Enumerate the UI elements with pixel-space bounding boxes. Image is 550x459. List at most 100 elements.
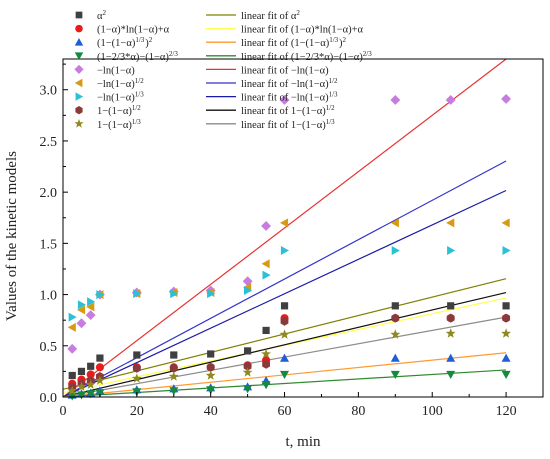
data-point-s2-12 xyxy=(501,353,511,362)
legend-fit-label-7: linear fit of 1−(1−α)1/2 xyxy=(241,104,336,117)
legend-label-7: 1−(1−α)1/2 xyxy=(97,104,142,117)
data-point-s0-5 xyxy=(170,351,178,359)
data-point-s8-9 xyxy=(279,329,290,339)
fit-line-4 xyxy=(63,59,507,397)
legend-fit-label-1: linear fit of (1−α)*ln(1−α)+α xyxy=(241,25,364,36)
legend-marker-7 xyxy=(75,106,83,115)
data-point-s3-9 xyxy=(280,370,289,379)
data-point-s0-8 xyxy=(262,326,270,335)
data-point-s6-6 xyxy=(207,289,216,299)
data-point-s7-6 xyxy=(206,362,215,372)
legend-label-0: α2 xyxy=(97,9,107,22)
data-point-s4-11 xyxy=(445,95,456,105)
legend-label-2: (1−(1−α)1/3 )2 xyxy=(97,36,153,49)
data-point-s4-2 xyxy=(85,310,96,320)
data-point-s4-1 xyxy=(76,318,87,329)
y-tick-label: 0.0 xyxy=(40,391,58,406)
x-tick-label: 20 xyxy=(130,404,144,419)
data-point-s5-12 xyxy=(501,218,510,228)
data-point-s0-2 xyxy=(87,362,95,370)
data-point-s2-9 xyxy=(280,353,289,362)
data-point-s5-8 xyxy=(261,259,270,269)
data-point-s6-1 xyxy=(77,300,86,310)
data-point-s5-0 xyxy=(67,322,76,332)
x-tick-label: 0 xyxy=(60,404,67,419)
data-point-s6-3 xyxy=(96,290,105,300)
legend: α2 linear fit of α2 (1−α)*ln(1−α)+α linea… xyxy=(74,9,372,131)
plot-area-frame xyxy=(62,58,544,398)
data-point-s8-4 xyxy=(131,373,142,383)
data-point-s7-9 xyxy=(280,316,289,326)
data-point-s0-12 xyxy=(502,302,510,310)
data-point-s3-7 xyxy=(243,385,253,394)
y-tick-label: 1.5 xyxy=(40,237,58,252)
legend-fit-label-4: linear fit of −ln(1−α) xyxy=(241,65,329,76)
data-point-s5-9 xyxy=(280,218,289,228)
data-point-s1-2 xyxy=(86,370,95,379)
legend-label-8: 1−(1−α)1/3 xyxy=(97,118,142,131)
legend-fit-label-8: linear fit of 1−(1−α)1/3 xyxy=(241,118,336,131)
x-tick-label: 60 xyxy=(278,404,292,419)
data-point-s8-11 xyxy=(445,328,456,338)
data-point-s8-12 xyxy=(501,328,511,338)
data-point-s8-6 xyxy=(205,370,216,380)
legend-label-1: (1−α)*ln(1−α)+α xyxy=(97,25,170,36)
data-point-s8-10 xyxy=(390,329,401,339)
data-point-s4-0 xyxy=(67,343,78,354)
y-tick-label: 1.0 xyxy=(40,289,58,304)
data-point-s3-6 xyxy=(206,386,216,395)
data-point-s6-12 xyxy=(502,246,511,255)
axis-ticks: 0 20 40 60 80 100 120 0.0 0.5 1.0 1.5 2.0 2.5 3.0 xyxy=(40,63,517,419)
data-point-s7-8 xyxy=(262,359,270,369)
data-point-s6-8 xyxy=(262,270,271,280)
data-point-s8-7 xyxy=(242,367,253,377)
data-point-s5-10 xyxy=(390,218,399,228)
data-point-s8-8 xyxy=(261,348,271,359)
data-point-s0-4 xyxy=(133,351,141,359)
legend-marker-2 xyxy=(74,38,84,46)
legend-label-5: −ln(1−α)1/2 xyxy=(97,77,145,90)
data-point-s5-11 xyxy=(446,218,455,228)
x-tick-label: 120 xyxy=(496,404,517,419)
legend-marker-4 xyxy=(74,64,84,74)
legend-fit-label-6: linear fit of −ln(1−α)1/3 xyxy=(241,91,338,104)
x-axis-label: t, min xyxy=(285,434,321,450)
legend-label-6: −ln(1−α)1/3 xyxy=(97,91,145,104)
legend-fit-label-5: linear fit of −ln(1−α)1/2 xyxy=(241,77,338,90)
data-point-s7-4 xyxy=(132,363,141,373)
y-tick-label: 2.0 xyxy=(40,186,58,201)
data-point-s0-3 xyxy=(96,354,104,362)
y-tick-label: 0.5 xyxy=(40,340,58,355)
data-point-s0-7 xyxy=(244,347,252,355)
data-point-s7-7 xyxy=(243,361,252,371)
data-point-s4-9 xyxy=(279,95,290,105)
legend-fit-label-3: linear fit of (1−2/3*α)−(1−α)2/3 xyxy=(241,50,373,63)
data-point-s1-3 xyxy=(95,363,104,372)
legend-marker-0 xyxy=(75,11,83,19)
legend-marker-6 xyxy=(75,92,84,101)
data-point-s6-4 xyxy=(133,289,142,299)
data-point-s4-8 xyxy=(261,221,271,231)
data-point-s6-9 xyxy=(280,246,289,255)
legend-marker-3 xyxy=(74,52,84,60)
legend-label-4: −ln(1−α) xyxy=(97,65,135,76)
data-point-s0-10 xyxy=(391,302,399,310)
data-point-s0-6 xyxy=(207,350,215,358)
data-point-s6-5 xyxy=(170,289,179,299)
legend-fit-label-2: linear fit of (1−(1−α)1/3 )2 xyxy=(241,36,347,49)
x-tick-label: 40 xyxy=(204,404,218,419)
data-point-s2-11 xyxy=(446,353,456,362)
data-point-s3-12 xyxy=(501,370,511,379)
data-point-s3-1 xyxy=(77,391,86,400)
data-point-s7-11 xyxy=(446,313,455,323)
data-point-s8-2 xyxy=(85,379,96,389)
data-point-s0-1 xyxy=(77,367,86,375)
data-point-s7-10 xyxy=(391,313,400,323)
data-point-s0-9 xyxy=(280,302,289,310)
data-point-s0-11 xyxy=(447,302,455,310)
data-point-s5-1 xyxy=(77,305,86,315)
data-point-s3-5 xyxy=(169,387,179,396)
legend-fit-label-0: linear fit of α2 xyxy=(241,9,301,22)
data-point-s5-2 xyxy=(86,302,95,312)
